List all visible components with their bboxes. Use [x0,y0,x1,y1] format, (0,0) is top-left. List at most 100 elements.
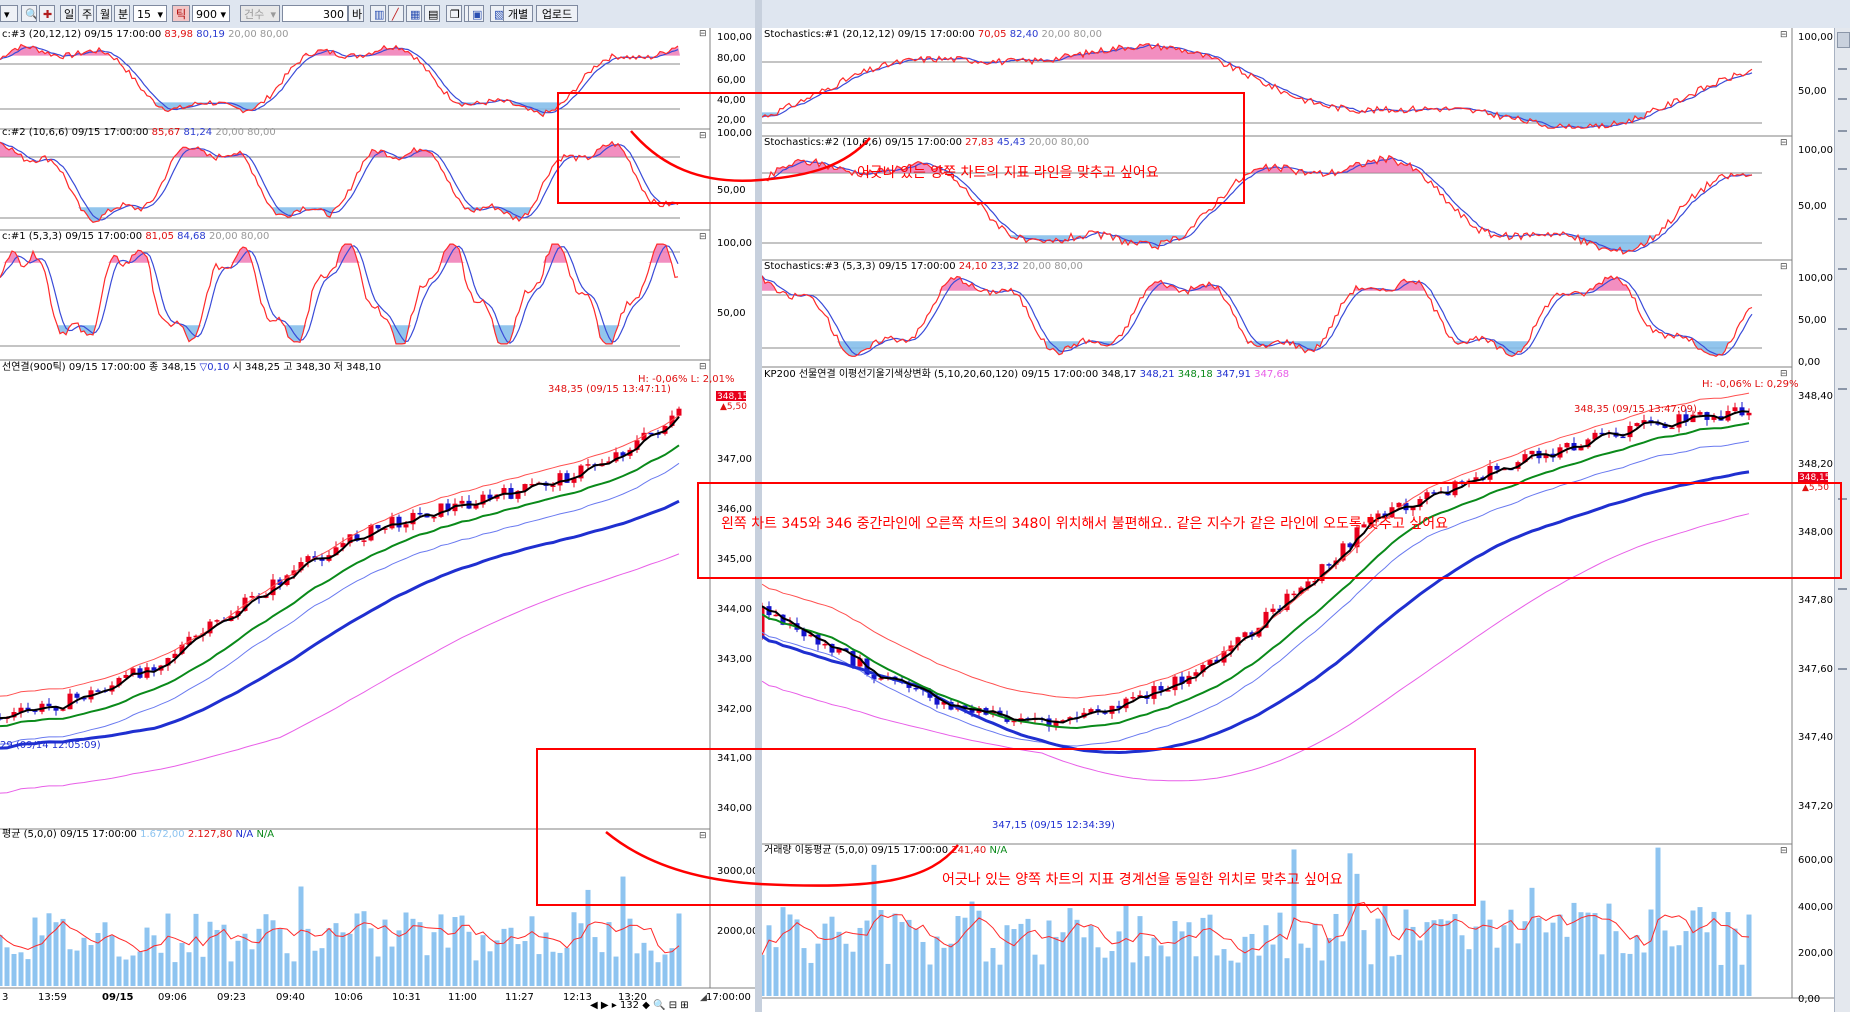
close-icon[interactable]: ⊟ [699,362,707,372]
grid-icon[interactable]: ▤ [424,5,440,22]
price-tag-box [1798,472,1828,482]
right-price-candle [1158,686,1164,691]
right-volume-bar [1452,914,1458,996]
chart-type-icon[interactable]: ▥ [370,5,386,22]
right-price-candle [1242,632,1248,638]
right-volume-bar [829,916,835,996]
right-volume-bar [899,922,905,996]
right-price-candle [1270,608,1276,612]
right-price-candle [1046,718,1052,727]
screen-icon[interactable]: ▣ [468,5,484,22]
right-price-candle [1060,720,1066,722]
left-volume-bar [578,923,584,986]
left-price-candle [487,494,493,499]
svg-text:100,00: 100,00 [1798,32,1833,43]
right-volume-bar [1564,936,1570,996]
left-price-candle [676,408,682,416]
right-stoch2-oversold-fill [762,235,1752,254]
right-volume-bar [1382,904,1388,996]
annotation-box-indicator-boundary [536,748,1476,906]
bar-count-input[interactable]: 300 [282,5,348,22]
code-dropdown[interactable]: ▾ [0,5,18,22]
resize-icon[interactable]: ◢ [700,993,707,1003]
right-volume-bar [990,947,996,996]
count-select[interactable]: 건수 ▾ [240,5,280,22]
right-volume-bar [934,936,940,996]
left-volume-bar [501,928,507,986]
left-volume-bar [39,935,45,986]
close-icon[interactable]: ⊟ [1780,846,1788,856]
close-icon[interactable]: ⊟ [1780,369,1788,379]
svg-text:345,00: 345,00 [717,554,752,565]
scroll-mark [1838,388,1847,390]
right-volume-bar [1697,907,1703,996]
right-price-candle [1172,676,1178,691]
close-icon[interactable]: ⊟ [699,131,707,141]
right-volume-bar [1466,949,1472,996]
left-volume-bar [662,954,668,986]
left-stoch2-fast-line [0,140,679,223]
annotation-box-price-axis [697,482,1842,579]
annotation-curve-1 [630,130,871,182]
tick-select[interactable]: 900 ▾ [192,5,230,22]
right-price-candle [1417,499,1423,507]
copy-icon[interactable]: ❐ [446,5,462,22]
right-price-candle [1326,564,1332,566]
close-icon[interactable]: ⊟ [1780,30,1788,40]
left-volume-bar [81,937,87,986]
chart-splitter[interactable] [755,0,762,1012]
right-volume-bar [1718,964,1724,996]
left-price-candle [151,667,157,671]
right-chart[interactable]: ⊟ ⊟ ⊟ ⊟ ⊟ Stochastics:#1 (20,12,12) 09/1… [762,28,1834,1012]
left-stoch1-slow-line [0,245,679,344]
low-label: 29 (09/14 12:05:09) [0,740,101,751]
svg-text:348,00: 348,00 [1798,527,1833,538]
upload-button[interactable]: 업로드 [536,5,578,22]
right-volume-bar [1032,954,1038,996]
right-volume-bar [1725,912,1731,996]
interval-select[interactable]: 15 ▾ [133,5,167,22]
left-volume-bar [543,932,549,986]
left-volume-bar [361,911,367,986]
line-chart-icon[interactable]: ╱ [388,5,404,22]
left-price-candle [193,635,199,638]
pane-close-icons[interactable]: ⊟ ⊟ ⊟ ⊟ ⊟ [1780,30,1788,856]
tf-day-button[interactable]: 일 [60,5,76,22]
right-price-candle [1130,696,1136,699]
tf-tick-button[interactable]: 틱 [172,5,190,22]
right-volume-bar [1235,962,1241,996]
left-price-candle [410,512,416,525]
left-price-candle [347,534,353,544]
close-icon[interactable]: ⊟ [699,831,707,841]
pane-close-icons[interactable]: ⊟ ⊟ ⊟ ⊟ ⊟ [699,29,707,841]
tf-month-button[interactable]: 월 [96,5,112,22]
search-plus-icon[interactable]: ✚ [39,5,55,22]
annotation-box-indicator-lines [557,92,1245,204]
close-icon[interactable]: ⊟ [699,232,707,242]
price-tag: 348,15 [1799,473,1831,483]
search-icon[interactable]: 🔍 [21,5,37,22]
close-icon[interactable]: ⊟ [1780,262,1788,272]
svg-text:347,40: 347,40 [1798,732,1833,743]
right-volume-bar [1340,941,1346,996]
svg-text:344,00: 344,00 [717,604,752,615]
left-volume-bar [4,947,10,986]
tf-minute-button[interactable]: 분 [114,5,130,22]
close-icon[interactable]: ⊟ [1780,138,1788,148]
tf-week-button[interactable]: 주 [78,5,94,22]
right-volume-bar [1410,926,1416,996]
left-volume-bar [221,924,227,986]
left-volume-bar [403,912,409,986]
individual-button[interactable]: 개별 [503,5,533,22]
footer-nav[interactable]: ◀ ▶ ▸ 132 ◆ 🔍 ⊟ ⊞ [590,1000,689,1011]
right-price-candle [1578,447,1584,451]
right-price-candle [871,674,877,680]
right-volume-bar [1641,952,1647,996]
svg-text:11:00: 11:00 [448,992,477,1003]
close-icon[interactable]: ⊟ [699,29,707,39]
right-price-candle [1655,423,1661,425]
left-y-axis: 100,00 80,00 60,00 40,00 20,00 100,00 50… [717,32,755,937]
bar-chart-icon[interactable]: ▦ [406,5,422,22]
right-price-candle [773,614,779,617]
right-price-ma-20 [762,422,1750,730]
